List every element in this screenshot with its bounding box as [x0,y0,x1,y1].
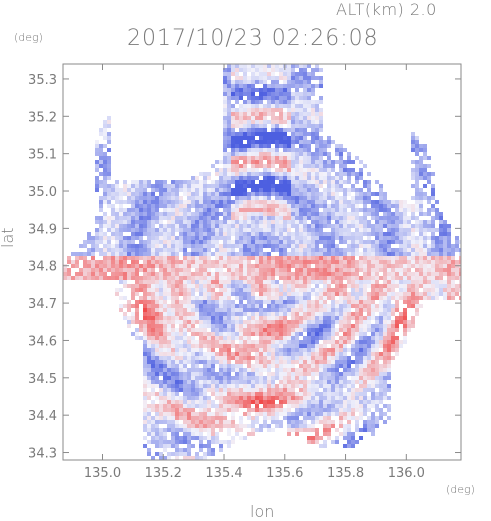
doppler-field [63,64,461,460]
x-tick-label: 135.2 [145,466,182,481]
y-ticks: 35.3 35.2 35.1 35.0 34.9 34.8 34.7 34.6 34.5 34.4… [28,73,461,462]
y-tick-label: 34.9 [28,222,57,237]
x-tick-label: 135.8 [327,466,364,481]
x-unit-label: (deg) [446,483,475,496]
y-tick-label: 34.4 [28,409,57,424]
timestamp-title: 2017/10/23 02:26:08 [127,26,379,51]
y-tick-label: 34.7 [28,297,57,312]
y-tick-label: 35.0 [28,185,57,200]
y-tick-label: 34.6 [28,334,57,349]
y-tick-label: 34.8 [28,260,57,275]
altitude-label: ALT(km) 2.0 [336,0,437,19]
x-tick-label: 136.0 [388,466,425,481]
y-tick-label: 35.2 [28,110,57,125]
y-unit-label: (deg) [14,31,43,44]
y-tick-label: 35.1 [28,148,57,163]
x-ticks: 135.0 135.2 135.4 135.6 135.8 136.0 [84,64,425,481]
x-tick-label: 135.0 [84,466,121,481]
x-tick-label: 135.6 [266,466,303,481]
y-tick-label: 34.3 [28,447,57,462]
x-tick-label: 135.4 [205,466,242,481]
y-tick-label: 34.5 [28,372,57,387]
y-tick-label: 35.3 [28,73,57,88]
x-axis-label: lon [250,502,275,521]
plot-frame [62,63,462,461]
